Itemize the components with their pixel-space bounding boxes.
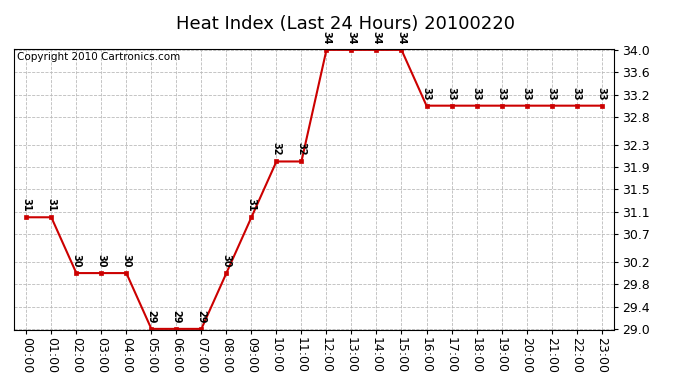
Text: 30: 30 (221, 254, 231, 267)
Text: 34: 34 (322, 31, 331, 44)
Text: 33: 33 (497, 87, 506, 100)
Text: 29: 29 (171, 310, 181, 323)
Text: 33: 33 (422, 87, 431, 100)
Text: 34: 34 (346, 31, 357, 44)
Text: 30: 30 (121, 254, 131, 267)
Text: 34: 34 (397, 31, 406, 44)
Text: 32: 32 (297, 142, 306, 156)
Text: 33: 33 (571, 87, 582, 100)
Text: 29: 29 (197, 310, 206, 323)
Text: 31: 31 (21, 198, 31, 212)
Text: 33: 33 (522, 87, 531, 100)
Text: 33: 33 (546, 87, 557, 100)
Text: 30: 30 (71, 254, 81, 267)
Text: Copyright 2010 Cartronics.com: Copyright 2010 Cartronics.com (17, 52, 180, 62)
Text: 30: 30 (97, 254, 106, 267)
Text: 29: 29 (146, 310, 157, 323)
Text: 32: 32 (271, 142, 282, 156)
Text: 33: 33 (471, 87, 482, 100)
Text: 31: 31 (46, 198, 57, 212)
Text: Heat Index (Last 24 Hours) 20100220: Heat Index (Last 24 Hours) 20100220 (175, 15, 515, 33)
Text: 33: 33 (446, 87, 457, 100)
Text: 31: 31 (246, 198, 257, 212)
Text: 33: 33 (597, 87, 607, 100)
Text: 34: 34 (371, 31, 382, 44)
